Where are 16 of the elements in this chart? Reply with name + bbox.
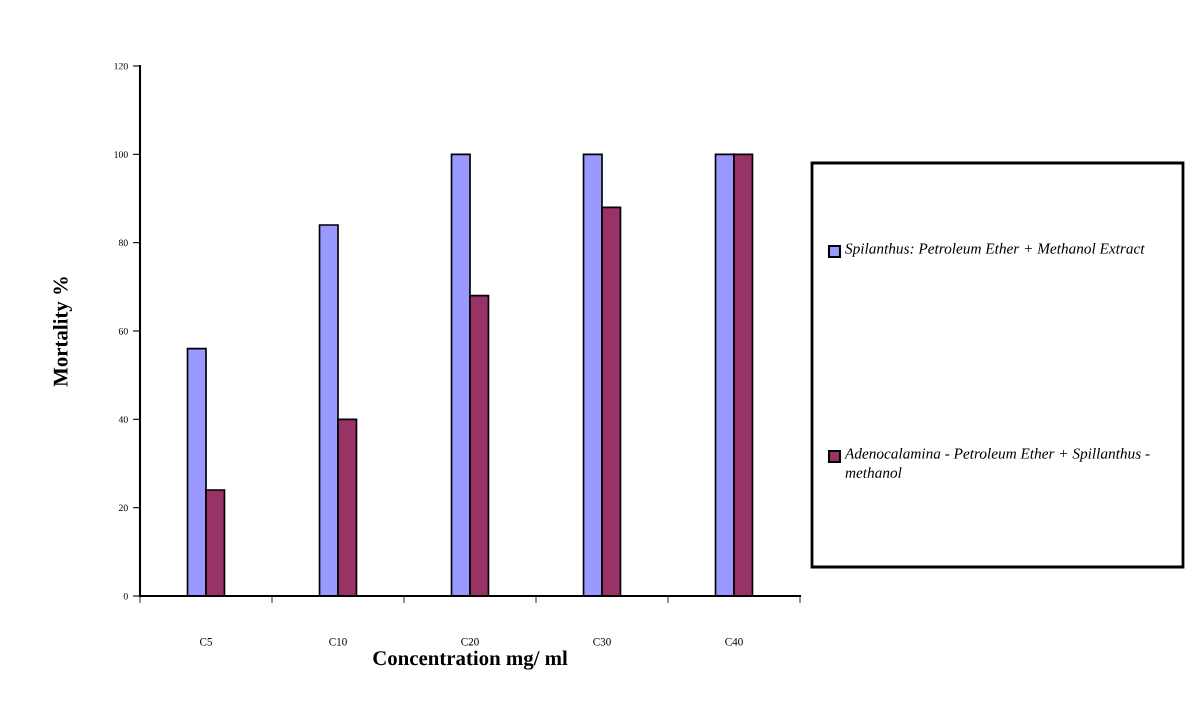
x-tick-label: C40 — [725, 637, 743, 646]
legend-label: Spilanthus: Petroleum Ether + Methanol Extract — [845, 243, 1145, 257]
x-tick-label: C30 — [593, 637, 611, 646]
y-tick-label: 40 — [118, 416, 128, 423]
y-tick-label: 20 — [118, 504, 128, 512]
y-tick-label: 80 — [118, 239, 128, 247]
x-tick-label: C10 — [329, 637, 347, 646]
x-tick-label: C20 — [461, 637, 479, 646]
x-tick-label: C5 — [199, 638, 213, 646]
y-tick-label: 0 — [123, 592, 128, 600]
legend-label: Adenocalamina - Petroleum Ether + Spillanthus - methanol — [844, 448, 1150, 478]
y-tick-label: 120 — [114, 62, 128, 70]
x-axis-title: Concentration mg/ ml — [373, 650, 568, 670]
y-tick-label: 100 — [114, 151, 128, 158]
y-axis-title: Mortality % — [52, 277, 72, 387]
y-tick-label: 60 — [118, 327, 128, 335]
